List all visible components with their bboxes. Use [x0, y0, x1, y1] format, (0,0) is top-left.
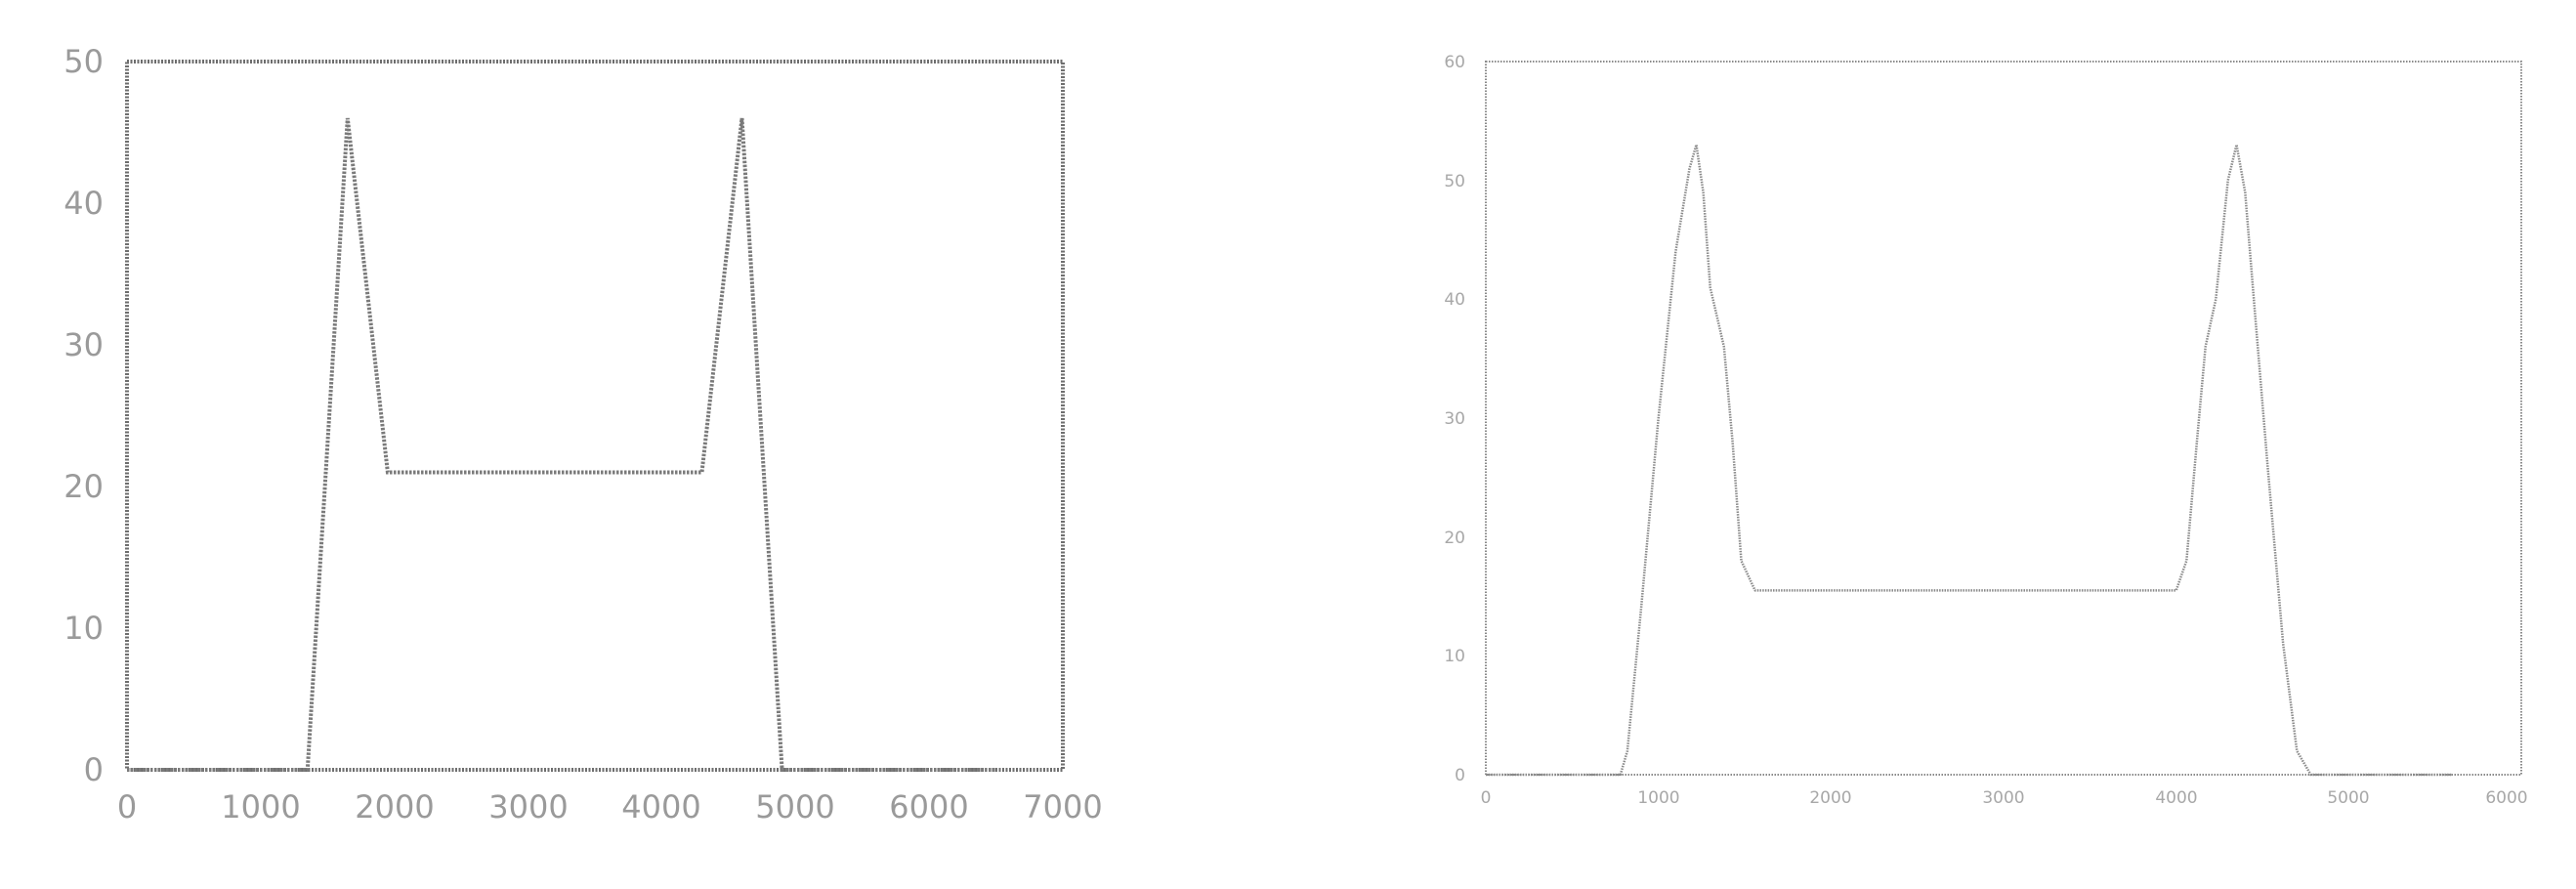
chart-left-x-tick: 6000 [889, 788, 968, 826]
chart-left-plot-area [125, 60, 1065, 772]
chart-left-y-ticks: 0 10 20 30 40 50 [63, 43, 104, 788]
chart-right-x-ticks: 0 1000 2000 3000 4000 5000 6000 [1481, 788, 2528, 808]
chart-left-series-line [127, 117, 996, 772]
chart-right-series-line [1486, 143, 2453, 777]
chart-left-x-tick: 1000 [221, 788, 300, 826]
chart-right-y-tick: 50 [1444, 172, 1465, 191]
chart-right-plot-area [1485, 61, 2522, 776]
chart-left-x-tick: 4000 [621, 788, 700, 826]
chart-left-y-tick: 0 [84, 751, 104, 788]
chart-left-y-tick: 50 [63, 43, 104, 80]
chart-right-y-tick: 20 [1444, 529, 1465, 548]
chart-left-y-tick: 20 [63, 468, 104, 505]
chart-right-y-tick: 30 [1444, 409, 1465, 429]
chart-right-x-tick: 2000 [1809, 788, 1851, 808]
chart-right-x-tick: 6000 [2485, 788, 2527, 808]
chart-left-x-tick: 3000 [488, 788, 568, 826]
chart-left-x-tick: 0 [117, 788, 137, 826]
chart-left-y-tick: 30 [63, 326, 104, 363]
chart-right: 0 10 20 30 40 50 60 0 1000 2000 3000 400… [1444, 53, 2527, 808]
chart-right-x-tick: 1000 [1637, 788, 1679, 808]
chart-right-y-tick: 40 [1444, 290, 1465, 310]
chart-left-x-tick: 5000 [755, 788, 834, 826]
chart-right-y-tick: 0 [1455, 766, 1465, 785]
chart-left: 0 10 20 30 40 50 0 1000 2000 3000 4000 5… [63, 43, 1102, 826]
chart-right-y-tick: 60 [1444, 53, 1465, 72]
chart-left-x-tick: 7000 [1023, 788, 1102, 826]
chart-left-y-tick: 10 [63, 610, 104, 647]
chart-right-x-tick: 0 [1481, 788, 1492, 808]
chart-left-y-tick: 40 [63, 185, 104, 222]
chart-left-x-tick: 2000 [355, 788, 434, 826]
chart-left-x-ticks: 0 1000 2000 3000 4000 5000 6000 7000 [117, 788, 1103, 826]
chart-right-x-tick: 5000 [2327, 788, 2369, 808]
chart-right-x-tick: 3000 [1982, 788, 2024, 808]
chart-right-y-ticks: 0 10 20 30 40 50 60 [1444, 53, 1465, 785]
chart-right-x-tick: 4000 [2155, 788, 2197, 808]
chart-right-y-tick: 10 [1444, 647, 1465, 666]
